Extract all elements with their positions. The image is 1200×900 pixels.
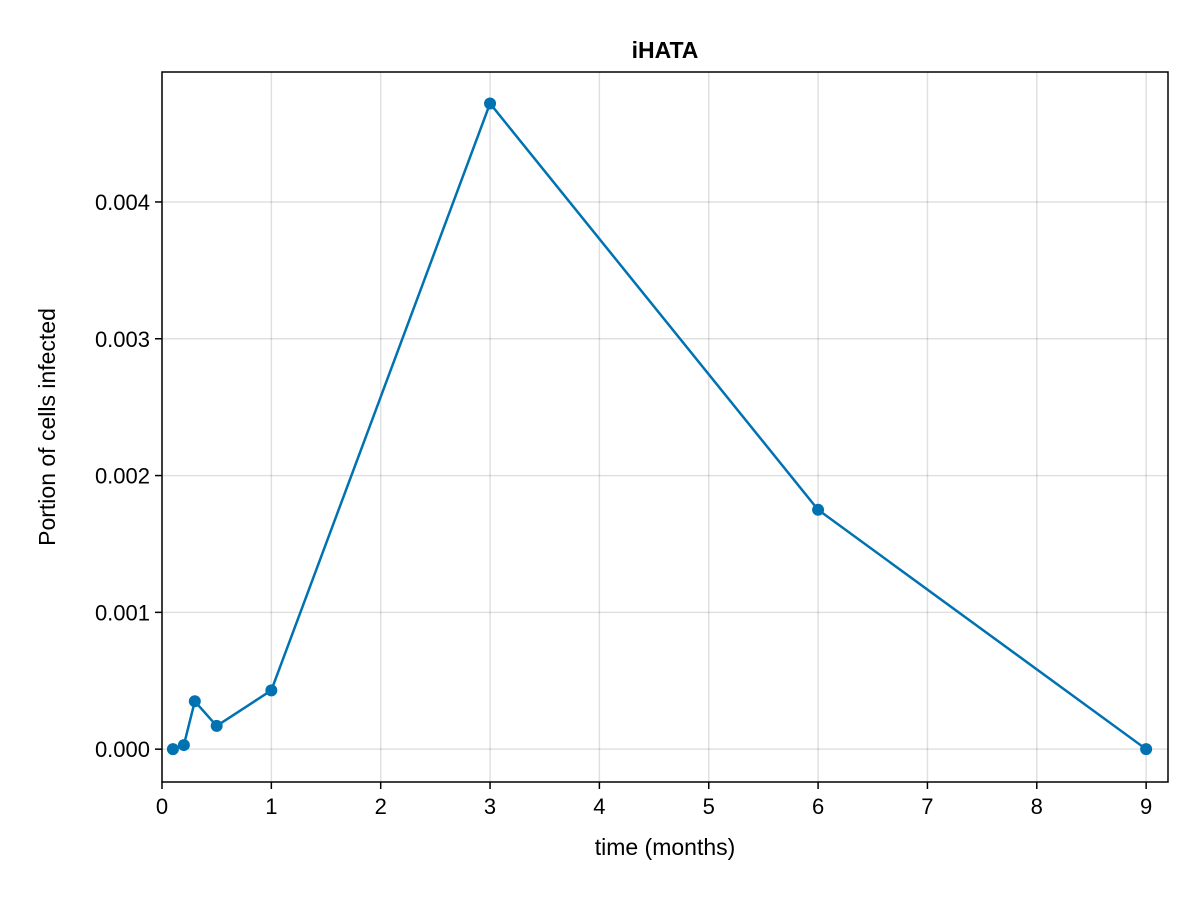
y-tick-label: 0.003 — [95, 327, 150, 352]
series-line — [172, 102, 1147, 751]
data-point — [812, 503, 825, 516]
data-point — [1140, 743, 1153, 756]
y-tick-label: 0.004 — [95, 190, 150, 215]
data-point — [188, 695, 201, 708]
y-tick-label: 0.001 — [95, 600, 150, 625]
plot-frame — [161, 71, 1169, 783]
data-point — [484, 97, 497, 110]
x-tick-label: 1 — [265, 794, 277, 819]
series-layer — [166, 97, 1153, 756]
x-tick-label: 3 — [484, 794, 496, 819]
x-tick-label: 5 — [703, 794, 715, 819]
y-tick-label: 0.002 — [95, 464, 150, 489]
x-tick-label: 9 — [1140, 794, 1152, 819]
x-tick-label: 7 — [921, 794, 933, 819]
grid — [161, 72, 1168, 782]
x-tick-label: 0 — [156, 794, 168, 819]
chart-title: iHATA — [632, 37, 699, 63]
data-point — [210, 719, 223, 732]
x-axis-label: time (months) — [595, 834, 736, 860]
data-point — [166, 743, 179, 756]
x-tick-label: 4 — [593, 794, 605, 819]
ticks: 0 1 2 3 4 5 6 7 8 9 0.000 0.001 0.002 0.003 0.004 — [95, 190, 1152, 819]
x-tick-label: 6 — [812, 794, 824, 819]
y-axis-label: Portion of cells infected — [34, 308, 60, 546]
x-tick-label: 8 — [1031, 794, 1043, 819]
y-tick-label: 0.000 — [95, 737, 150, 762]
data-point — [177, 739, 190, 752]
data-point — [265, 684, 278, 697]
x-tick-label: 2 — [375, 794, 387, 819]
